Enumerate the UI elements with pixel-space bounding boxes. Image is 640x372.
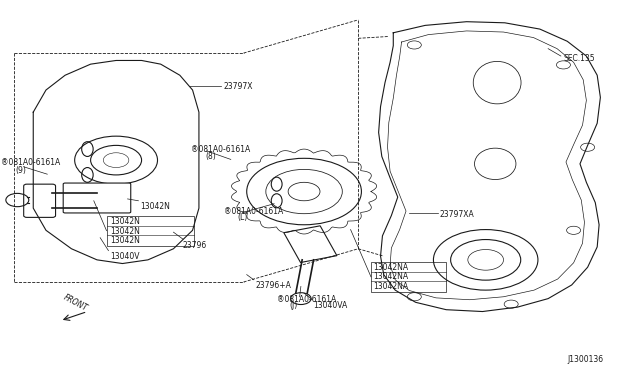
Text: 13040VA: 13040VA — [314, 301, 348, 310]
Text: 13040V: 13040V — [109, 253, 140, 262]
Text: J1300136: J1300136 — [567, 355, 604, 364]
Text: 13042NA: 13042NA — [374, 282, 409, 291]
FancyBboxPatch shape — [24, 184, 56, 217]
Polygon shape — [284, 226, 337, 263]
Text: (J): (J) — [289, 301, 298, 310]
Text: FRONT: FRONT — [61, 292, 89, 312]
Text: 13042N: 13042N — [140, 202, 170, 211]
Text: (9): (9) — [15, 166, 26, 175]
Text: 13042NA: 13042NA — [374, 263, 409, 272]
Text: 13042N: 13042N — [109, 227, 140, 235]
FancyBboxPatch shape — [63, 183, 131, 213]
Bar — [371, 262, 446, 292]
Text: ®081A0-6161A: ®081A0-6161A — [1, 158, 61, 167]
Text: 13042NA: 13042NA — [374, 272, 409, 281]
Text: (L): (L) — [237, 213, 248, 222]
Bar — [106, 215, 195, 246]
Text: 23796+A: 23796+A — [255, 281, 291, 290]
Text: SEC.135: SEC.135 — [563, 54, 595, 63]
Text: 13042N: 13042N — [109, 217, 140, 226]
Text: 13042N: 13042N — [109, 236, 140, 245]
Text: ®081A0-6161A: ®081A0-6161A — [225, 208, 284, 217]
Text: 23797X: 23797X — [223, 82, 253, 91]
Text: ®081A0-6161A: ®081A0-6161A — [276, 295, 336, 304]
Text: 23797XA: 23797XA — [440, 210, 474, 219]
Text: 23796: 23796 — [183, 241, 207, 250]
Text: (8): (8) — [205, 152, 216, 161]
Text: ®081A0-6161A: ®081A0-6161A — [191, 145, 250, 154]
